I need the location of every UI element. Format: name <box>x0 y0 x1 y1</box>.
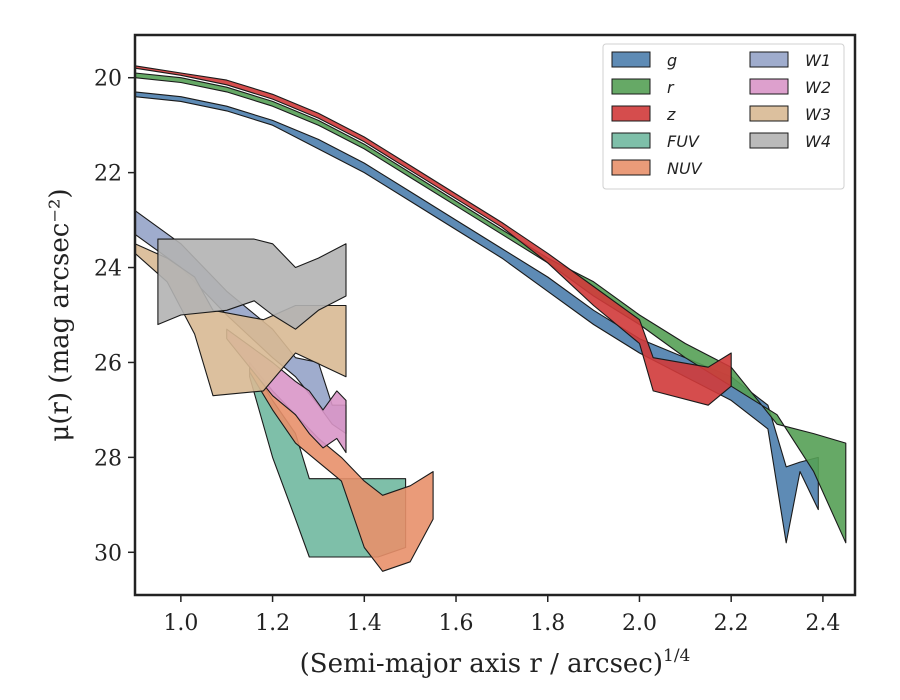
legend-label-r: r <box>667 78 675 97</box>
x-tick-label: 1.6 <box>439 611 474 636</box>
legend-swatch-z <box>611 105 651 122</box>
legend-label-w1: W1 <box>805 51 831 70</box>
x-tick-label: 2.2 <box>714 611 749 636</box>
band-w4 <box>157 238 347 330</box>
legend-label-w3: W3 <box>805 105 831 124</box>
legend-swatch-w3 <box>749 105 789 122</box>
legend-label-fuv: FUV <box>667 132 700 151</box>
legend-swatch-w1 <box>749 51 789 68</box>
y-tick-label: 24 <box>94 257 122 282</box>
legend-swatch-r <box>611 78 651 95</box>
legend-label-z: z <box>666 105 676 124</box>
y-tick-label: 28 <box>94 446 122 471</box>
y-axis-label: μ(r) (mag arcsec⁻²) <box>45 188 75 441</box>
y-axis: 20 22 24 26 28 30 <box>94 67 135 566</box>
x-axis-label-text: (Semi-major axis r / arcsec) <box>300 649 663 679</box>
x-tick-label: 2.0 <box>622 611 657 636</box>
band-r <box>134 72 847 544</box>
x-tick-label: 1.8 <box>530 611 565 636</box>
legend-swatch-g <box>611 51 651 68</box>
legend-label-w2: W2 <box>805 78 831 97</box>
y-tick-label: 20 <box>94 67 122 92</box>
x-axis-label: (Semi-major axis r / arcsec)1/4 <box>300 646 691 679</box>
x-tick-label: 2.4 <box>805 611 840 636</box>
x-tick-label: 1.4 <box>347 611 382 636</box>
legend-label-g: g <box>667 51 677 70</box>
legend: grz FUV NUV W1 W2 W3 W4 <box>602 43 845 190</box>
plot-frame <box>133 33 857 597</box>
x-tick-label: 1.0 <box>163 611 198 636</box>
y-tick-label: 30 <box>94 541 122 566</box>
legend-swatch-w2 <box>749 78 789 95</box>
legend-swatch-fuv <box>611 132 651 149</box>
y-tick-label: 22 <box>94 162 122 187</box>
legend-label-nuv: NUV <box>667 159 703 178</box>
band-g <box>134 91 819 544</box>
band-z <box>134 65 732 406</box>
legend-swatch-w4 <box>749 132 789 149</box>
y-tick-label: 26 <box>94 351 122 376</box>
legend-label-w4: W4 <box>805 132 831 151</box>
band-layer <box>134 65 847 572</box>
x-axis: 1.0 1.2 1.4 1.6 1.8 2.0 2.2 2.4 <box>163 595 840 636</box>
x-tick-label: 1.2 <box>255 611 290 636</box>
x-axis-label-exponent: 1/4 <box>663 646 690 666</box>
legend-swatch-nuv <box>611 159 651 176</box>
